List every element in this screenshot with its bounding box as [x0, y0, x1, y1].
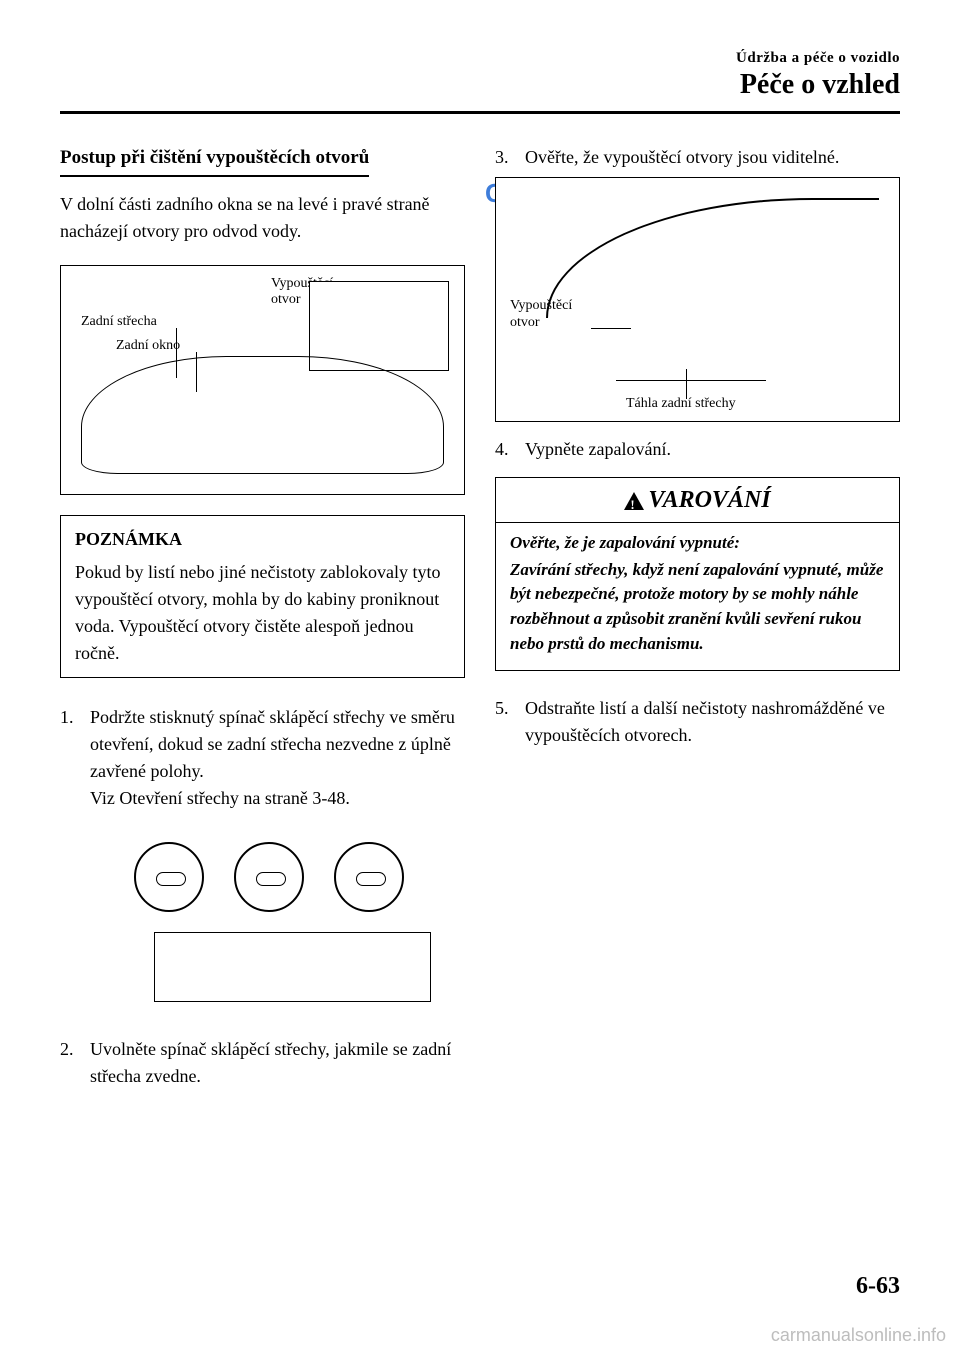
warning-header: VAROVÁNÍ — [496, 478, 899, 523]
step-2: Uvolněte spínač sklápěcí střechy, jakmil… — [60, 1036, 465, 1090]
leader-line — [591, 328, 631, 329]
note-body: Pokud by listí nebo jiné nečistoty zablo… — [75, 559, 450, 667]
steps-list-right-3: Odstraňte listí a další nečistoty nashro… — [495, 695, 900, 749]
figure-roof-mechanism: Vypouštěcí otvor Táhla zadní střechy — [495, 177, 900, 422]
warning-body: Ověřte, že je zapalování vypnuté: Zavírá… — [496, 523, 899, 670]
footer-url: carmanualsonline.info — [771, 1325, 946, 1346]
header-chapter: Údržba a péče o vozidlo — [60, 50, 900, 67]
warning-text: Zavírání střechy, když není zapalování v… — [510, 558, 885, 657]
dash-sketch — [124, 842, 432, 1007]
warning-triangle-icon — [624, 492, 644, 510]
step-4: Vypněte zapalování. — [495, 436, 900, 463]
warning-box: VAROVÁNÍ Ověřte, že je zapalování vypnut… — [495, 477, 900, 671]
car-sketch — [81, 356, 444, 474]
intro-paragraph: V dolní části zadního okna se na levé i … — [60, 191, 465, 245]
step-5-text: Odstraňte listí a další nečistoty nashro… — [525, 698, 885, 745]
roof-line — [616, 380, 766, 381]
figure-rear-car: Zadní střecha Zadní okno Vypouštěcí otvo… — [60, 265, 465, 495]
step-1: Podržte stisknutý spínač sklápěcí střech… — [60, 704, 465, 1022]
step-1-text: Podržte stisknutý spínač sklápěcí střech… — [90, 707, 455, 781]
steps-list-right-2: Vypněte zapalování. — [495, 436, 900, 463]
content-columns: Postup při čištění vypouštěcích otvorů V… — [60, 144, 900, 1096]
figure-label-window: Zadní okno — [116, 338, 180, 355]
left-column: Postup při čištění vypouštěcích otvorů V… — [60, 144, 465, 1096]
warning-title: VAROVÁNÍ — [648, 482, 770, 518]
figure-label-drain2: Vypouštěcí otvor — [510, 298, 600, 332]
dash-panel — [154, 932, 432, 1002]
gauge-icon — [234, 842, 304, 912]
step-5: Odstraňte listí a další nečistoty nashro… — [495, 695, 900, 749]
figure-label-roof: Zadní střecha — [81, 314, 157, 331]
right-column: Ověřte, že vypouštěcí otvory jsou vidite… — [495, 144, 900, 1096]
steps-list-left: Podržte stisknutý spínač sklápěcí střech… — [60, 704, 465, 1090]
step-3: Ověřte, že vypouštěcí otvory jsou vidite… — [495, 144, 900, 171]
step-3-text: Ověřte, že vypouštěcí otvory jsou vidite… — [525, 147, 839, 167]
note-title: POZNÁMKA — [75, 526, 450, 553]
step-4-text: Vypněte zapalování. — [525, 439, 671, 459]
steps-list-right: Ověřte, že vypouštěcí otvory jsou vidite… — [495, 144, 900, 171]
figure-dashboard — [109, 822, 447, 1022]
step-1-ref: Viz Otevření střechy na straně 3-48. — [90, 788, 350, 808]
section-title: Postup při čištění vypouštěcích otvorů — [60, 144, 369, 177]
page-number: 6-63 — [856, 1273, 900, 1300]
leader-line — [686, 369, 687, 399]
gauge-icon — [334, 842, 404, 912]
gauge-icon — [134, 842, 204, 912]
figure-label-rods: Táhla zadní střechy — [626, 396, 736, 413]
header-section: Péče o vzhled — [60, 69, 900, 101]
warning-lead: Ověřte, že je zapalování vypnuté: — [510, 531, 885, 556]
header-rule — [60, 111, 900, 114]
note-box: POZNÁMKA Pokud by listí nebo jiné nečist… — [60, 515, 465, 678]
step-2-text: Uvolněte spínač sklápěcí střechy, jakmil… — [90, 1039, 451, 1086]
